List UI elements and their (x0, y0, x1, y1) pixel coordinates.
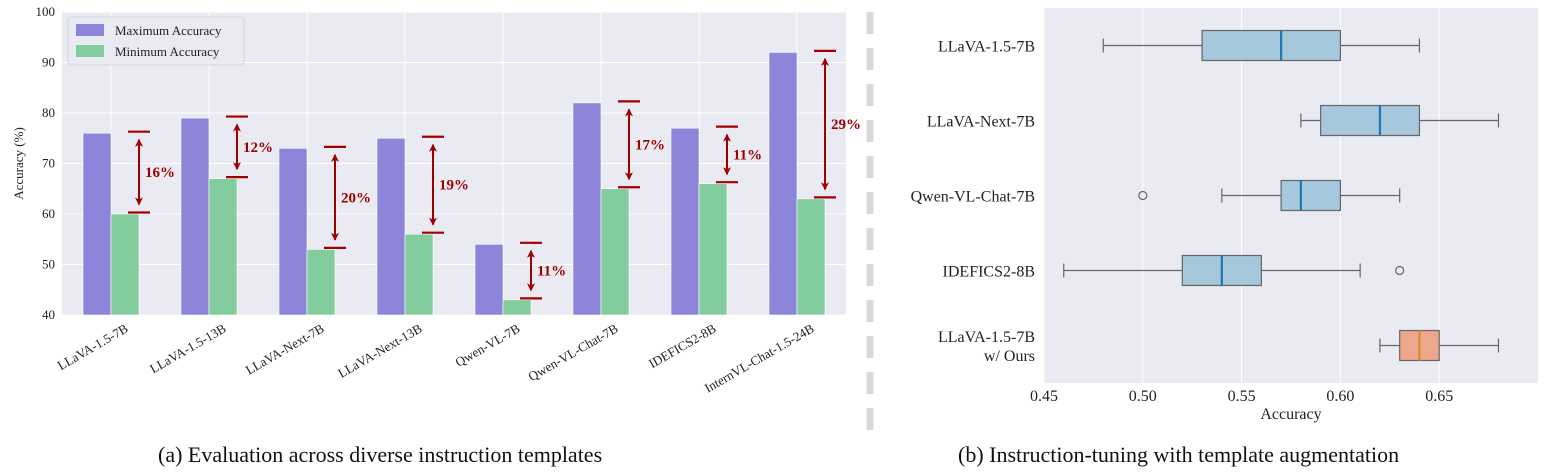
y-tick-label: 40 (42, 307, 55, 322)
y-axis-label: Accuracy (%) (11, 127, 26, 200)
bar-maximum-accuracy (572, 102, 602, 316)
bar-minimum-accuracy (502, 299, 532, 316)
x-axis-label: Accuracy (1260, 406, 1321, 423)
difference-label: 12% (243, 140, 273, 156)
bar-maximum-accuracy (82, 132, 112, 316)
bar-maximum-accuracy (278, 148, 308, 316)
y-tick-label: LLaVA-1.5-7B (938, 329, 1035, 346)
difference-label: 11% (537, 264, 566, 280)
box-group (1379, 329, 1500, 362)
bar-maximum-accuracy (768, 52, 798, 316)
y-tick-label: 90 (42, 55, 55, 70)
bar-minimum-accuracy (208, 178, 238, 316)
x-tick-label: Qwen-VL-7B (452, 320, 522, 369)
legend: Maximum Accuracy Minimum Accuracy (67, 16, 245, 66)
bar-minimum-accuracy (404, 233, 434, 316)
y-tick-label: 70 (42, 156, 55, 171)
legend-label: Minimum Accuracy (115, 44, 220, 59)
bar-maximum-accuracy (474, 244, 504, 316)
box-group (1102, 29, 1421, 62)
outlier-point (1395, 265, 1405, 276)
bar-maximum-accuracy (376, 137, 406, 316)
x-tick-label: Qwen-VL-Chat-7B (525, 320, 620, 384)
x-tick-label: LLaVA-Next-13B (335, 320, 424, 380)
x-tick-label: 0.45 (1030, 388, 1058, 405)
x-tick-label: IDEFICS2-8B (646, 320, 719, 371)
x-tick-label: 0.60 (1326, 388, 1354, 405)
box-group (1138, 179, 1401, 212)
legend-label: Maximum Accuracy (115, 23, 222, 38)
difference-label: 11% (733, 147, 762, 163)
difference-label: 29% (831, 117, 861, 133)
y-tick-label: IDEFICS2-8B (943, 264, 1035, 281)
x-tick-label: LLaVA-1.5-13B (147, 320, 229, 376)
y-tick-label: Qwen-VL-Chat-7B (911, 189, 1035, 206)
y-tick-label: LLaVA-1.5-7B (938, 39, 1035, 56)
bar-maximum-accuracy (670, 127, 700, 316)
y-tick-label: w/ Ours (984, 348, 1035, 365)
x-tick-label: 0.65 (1425, 388, 1453, 405)
bar-chart-panel: 40 50 60 70 80 90 100 Accuracy (%) 16% 12% 20% 19% 1… (11, 4, 861, 396)
y-tick-label: 100 (36, 4, 56, 19)
caption-bar-chart: (a) Evaluation across diverse instructio… (158, 442, 603, 467)
bar-minimum-accuracy (698, 183, 728, 316)
bar-minimum-accuracy (600, 188, 630, 316)
y-tick-label: 50 (42, 257, 55, 272)
x-tick-label: 0.50 (1129, 388, 1157, 405)
difference-label: 19% (439, 178, 469, 194)
legend-swatch (76, 45, 104, 57)
bar-minimum-accuracy (306, 249, 336, 316)
x-tick-label: InternVL-Chat-1.5-24B (702, 320, 817, 395)
x-tick-label: LLaVA-Next-7B (243, 320, 327, 377)
x-tick-label: LLaVA-1.5-7B (55, 320, 131, 373)
difference-label: 16% (145, 165, 175, 181)
y-tick-label: 60 (42, 206, 55, 221)
box-group (1063, 254, 1405, 287)
x-tick-label: 0.55 (1228, 388, 1256, 405)
legend-swatch (76, 24, 104, 36)
legend-box (67, 16, 245, 66)
difference-label: 20% (341, 190, 371, 206)
iqr-box (1320, 104, 1421, 137)
iqr-box (1280, 179, 1341, 212)
caption-box-plot: (b) Instruction-tuning with template aug… (958, 442, 1400, 467)
outlier-point (1138, 190, 1148, 201)
box-group (1300, 104, 1500, 137)
figure-canvas: 40 50 60 70 80 90 100 Accuracy (%) 16% 12% 20% 19% 1… (11, 4, 1538, 440)
bar-minimum-accuracy (110, 213, 140, 316)
difference-label: 17% (635, 137, 665, 153)
iqr-box (1201, 29, 1341, 62)
y-tick-label: LLaVA-Next-7B (927, 114, 1035, 131)
y-tick-label: 80 (42, 105, 55, 120)
bar-maximum-accuracy (180, 117, 210, 316)
bar-minimum-accuracy (796, 198, 826, 316)
box-plot-panel: 0.45 0.50 0.55 0.60 0.65 Accuracy LLaVA-1.5-7B… (911, 8, 1538, 423)
